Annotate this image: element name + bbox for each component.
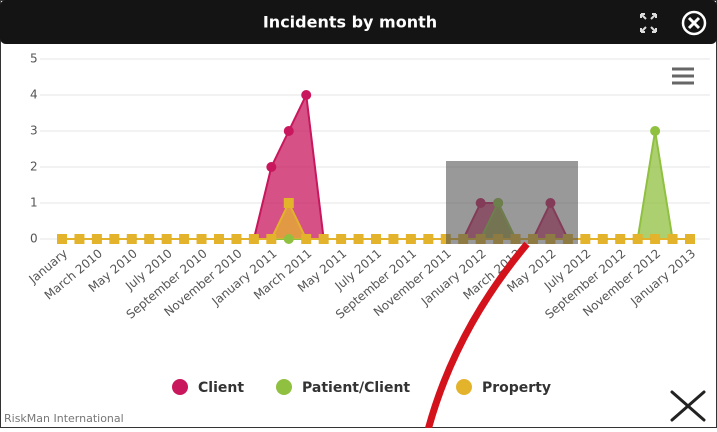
point-marker — [615, 234, 626, 244]
point-marker — [283, 198, 294, 208]
point-marker — [144, 234, 155, 244]
point-marker — [318, 234, 329, 244]
header-bar — [0, 0, 717, 44]
point-marker — [109, 234, 120, 244]
tools-icon[interactable] — [670, 390, 706, 422]
point-marker — [388, 234, 399, 244]
point-marker — [685, 234, 695, 244]
y-tick-label: 2 — [30, 160, 38, 174]
point-marker — [597, 234, 608, 244]
legend-symbol — [172, 379, 188, 395]
point-marker — [423, 234, 434, 244]
point-marker — [353, 234, 364, 244]
point-marker — [161, 234, 172, 244]
point-marker — [667, 234, 678, 244]
point-marker — [179, 234, 190, 244]
point-marker — [440, 234, 451, 244]
point-marker — [283, 126, 294, 136]
point-marker — [57, 234, 67, 244]
point-marker — [650, 234, 661, 244]
point-marker — [248, 234, 259, 244]
expand-icon[interactable] — [640, 13, 657, 33]
legend-label: Client — [198, 380, 244, 396]
annotation-arrow — [424, 241, 530, 431]
chart-title: Incidents by month — [263, 13, 437, 32]
menu-icon[interactable] — [672, 67, 694, 85]
y-tick-label: 4 — [30, 88, 38, 102]
y-tick-label: 5 — [30, 52, 38, 66]
close-icon[interactable] — [681, 10, 707, 36]
legend-label: Patient/Client — [302, 380, 410, 396]
y-tick-label: 3 — [30, 124, 38, 138]
zoom-selection — [446, 161, 578, 244]
point-marker — [266, 234, 277, 244]
point-marker — [632, 234, 643, 244]
credit: RiskMan International — [4, 412, 124, 425]
legend-symbol — [276, 379, 292, 395]
legend-symbol — [456, 379, 472, 395]
point-marker — [301, 234, 312, 244]
point-marker — [74, 234, 85, 244]
point-marker — [196, 234, 207, 244]
point-marker — [283, 234, 294, 244]
point-marker — [214, 234, 224, 244]
point-marker — [301, 90, 312, 100]
point-marker — [650, 126, 661, 136]
point-marker — [336, 234, 347, 244]
point-marker — [371, 234, 381, 244]
legend-label: Property — [482, 380, 551, 396]
y-tick-label: 1 — [30, 196, 38, 210]
legend: Client Patient/Client Property — [172, 379, 551, 396]
point-marker — [266, 162, 277, 172]
y-tick-label: 0 — [30, 232, 38, 246]
point-marker — [405, 234, 416, 244]
point-marker — [231, 234, 242, 244]
point-marker — [91, 234, 102, 244]
point-marker — [580, 234, 591, 244]
point-marker — [126, 234, 137, 244]
